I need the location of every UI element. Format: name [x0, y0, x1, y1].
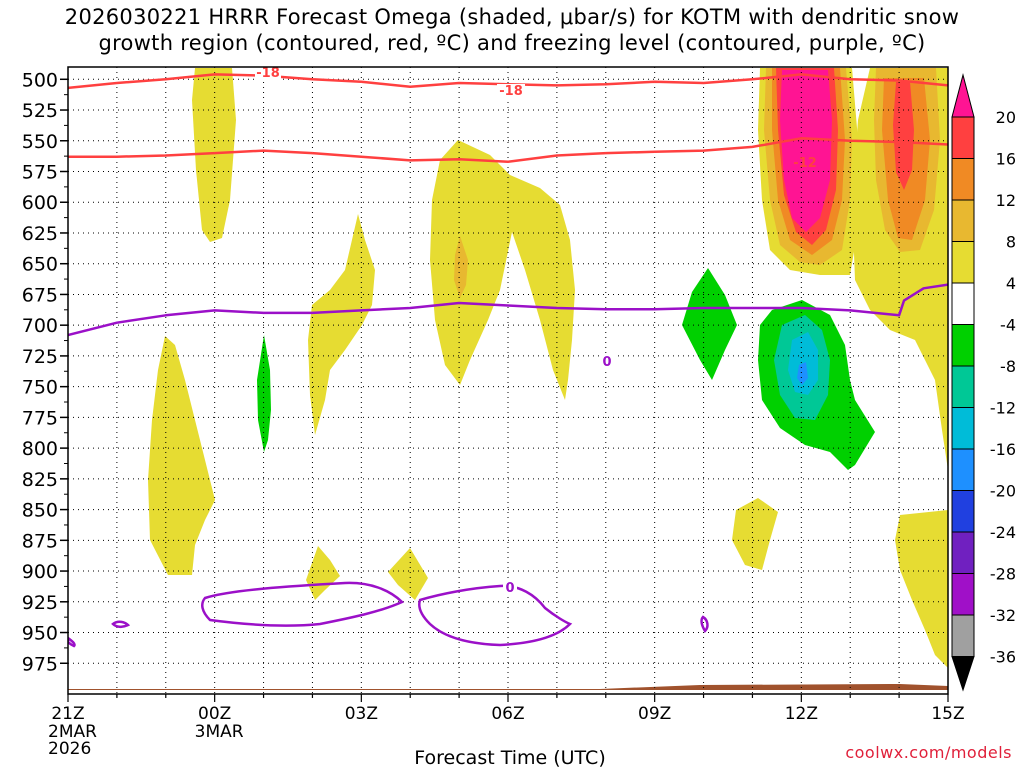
- freezing-contour-loop: [68, 636, 76, 648]
- y-tick-label: 750: [22, 377, 58, 399]
- colorbar-label: -4: [1000, 316, 1016, 335]
- colorbar-swatch: [951, 573, 975, 616]
- omega-region-yellow: [308, 214, 375, 435]
- freezing-contour-loop: [201, 581, 405, 627]
- colorbar-label: -28: [990, 565, 1016, 584]
- y-tick-label: 575: [22, 162, 58, 184]
- colorbar-swatch: [951, 199, 975, 242]
- colorbar-label: -24: [990, 523, 1016, 542]
- terrain-strip: [68, 684, 948, 690]
- colorbar-swatch: [951, 282, 975, 325]
- x-axis-label: Forecast Time (UTC): [414, 747, 605, 768]
- colorbar-swatch: [951, 656, 975, 692]
- colorbar-label: 20: [996, 108, 1016, 127]
- y-tick-label: 600: [22, 192, 58, 214]
- x-tick-label: 09Z: [638, 704, 671, 724]
- x-tick-sublabel: 2026: [48, 739, 91, 759]
- y-tick-label: 950: [22, 623, 58, 645]
- y-tick-label: 925: [22, 592, 58, 614]
- colorbar-swatch: [951, 324, 975, 367]
- colorbar-swatch: [951, 116, 975, 159]
- x-tick-label: 03Z: [345, 704, 378, 724]
- y-tick-label: 725: [22, 346, 58, 368]
- colorbar-label: 8: [1006, 233, 1016, 252]
- y-tick-label: 800: [22, 438, 58, 460]
- contour-dgz_lower_-12C: [68, 137, 948, 163]
- y-tick-label: 900: [22, 561, 58, 583]
- freezing-contour-loop: [418, 584, 573, 647]
- omega-region-yellow: [388, 548, 428, 600]
- contour-label-freezing: 0: [505, 581, 514, 596]
- colorbar: 20 16 12 8 4 -4 -8 -12 -16 -20 -24 -28 -32 -36: [951, 73, 1016, 692]
- omega-region-yellow: [895, 510, 948, 668]
- colorbar-label: 12: [996, 191, 1016, 210]
- colorbar-swatch: [951, 158, 975, 201]
- y-tick-label: 525: [22, 100, 58, 122]
- omega-region-yellow: [732, 498, 778, 570]
- contour-labels: -18 -18 -12 0 0: [255, 66, 817, 596]
- colorbar-label: 4: [1006, 274, 1016, 293]
- colorbar-label: 16: [996, 150, 1016, 169]
- omega-region-red: [893, 82, 914, 190]
- x-tick-label: 15Z: [931, 704, 964, 724]
- colorbar-swatch: [951, 614, 975, 657]
- freezing-contour-loop: [111, 620, 131, 629]
- colorbar-swatch: [951, 407, 975, 450]
- contour-label-dgz-lower: -12: [793, 156, 817, 171]
- omega-region-lightorange: [454, 236, 468, 298]
- colorbar-label: -20: [990, 482, 1016, 501]
- chart-title: 2026030221 HRRR Forecast Omega (shaded, …: [0, 4, 1024, 56]
- low-level-freezing-contours: [68, 581, 709, 648]
- x-tick-label: 06Z: [491, 704, 524, 724]
- omega-region-yellow: [192, 68, 236, 242]
- y-tick-label: 850: [22, 500, 58, 522]
- y-tick-label: 675: [22, 284, 58, 306]
- colorbar-swatch: [951, 365, 975, 408]
- y-tick-label: 700: [22, 315, 58, 337]
- y-tick-label: 825: [22, 469, 58, 491]
- x-tick-label: 12Z: [785, 704, 818, 724]
- omega-region-yellow: [430, 140, 575, 400]
- y-tick-label: 625: [22, 223, 58, 245]
- omega-region-yellow: [148, 336, 215, 575]
- colorbar-swatch: [951, 73, 975, 118]
- omega-region-green: [257, 335, 271, 452]
- y-tick-label: 650: [22, 254, 58, 276]
- title-line-2: growth region (contoured, red, ºC) and f…: [98, 31, 926, 55]
- credit-text: coolwx.com/models: [845, 743, 1012, 762]
- colorbar-label: -8: [1000, 357, 1016, 376]
- title-line-1: 2026030221 HRRR Forecast Omega (shaded, …: [64, 5, 960, 29]
- x-tick-sublabel: 3MAR: [195, 722, 244, 742]
- y-tick-label: 550: [22, 131, 58, 153]
- contour-freezing_level_0C: [68, 283, 948, 337]
- contour-label-dgz-upper: -18: [499, 84, 523, 99]
- colorbar-swatch: [951, 448, 975, 491]
- omega-shading: [68, 68, 948, 690]
- freezing-contour-loop: [700, 615, 709, 634]
- colorbar-swatch: [951, 531, 975, 574]
- colorbar-label: -36: [990, 648, 1016, 667]
- x-tick-label: 21Z: [51, 704, 84, 724]
- y-axis: 500 525 550 575 600 625 650 675 700 725 750 775 800 8…: [22, 69, 68, 675]
- omega-region-yellow: [306, 546, 340, 600]
- y-tick-label: 500: [22, 69, 58, 91]
- colorbar-label: -12: [990, 399, 1016, 418]
- y-tick-label: 875: [22, 530, 58, 552]
- x-tick-sublabel: 2MAR: [48, 722, 97, 742]
- colorbar-label: -16: [990, 440, 1016, 459]
- y-tick-label: 975: [22, 653, 58, 675]
- contour-label-dgz-upper: -18: [256, 66, 280, 81]
- x-tick-label: 00Z: [198, 704, 231, 724]
- colorbar-label: -32: [990, 606, 1016, 625]
- colorbar-swatch: [951, 490, 975, 533]
- colorbar-swatch: [951, 241, 975, 284]
- y-tick-label: 775: [22, 407, 58, 429]
- omega-region-blue: [797, 362, 808, 385]
- omega-region-green: [682, 268, 737, 380]
- grid-lines: [68, 67, 948, 694]
- contour-label-freezing: 0: [602, 355, 611, 370]
